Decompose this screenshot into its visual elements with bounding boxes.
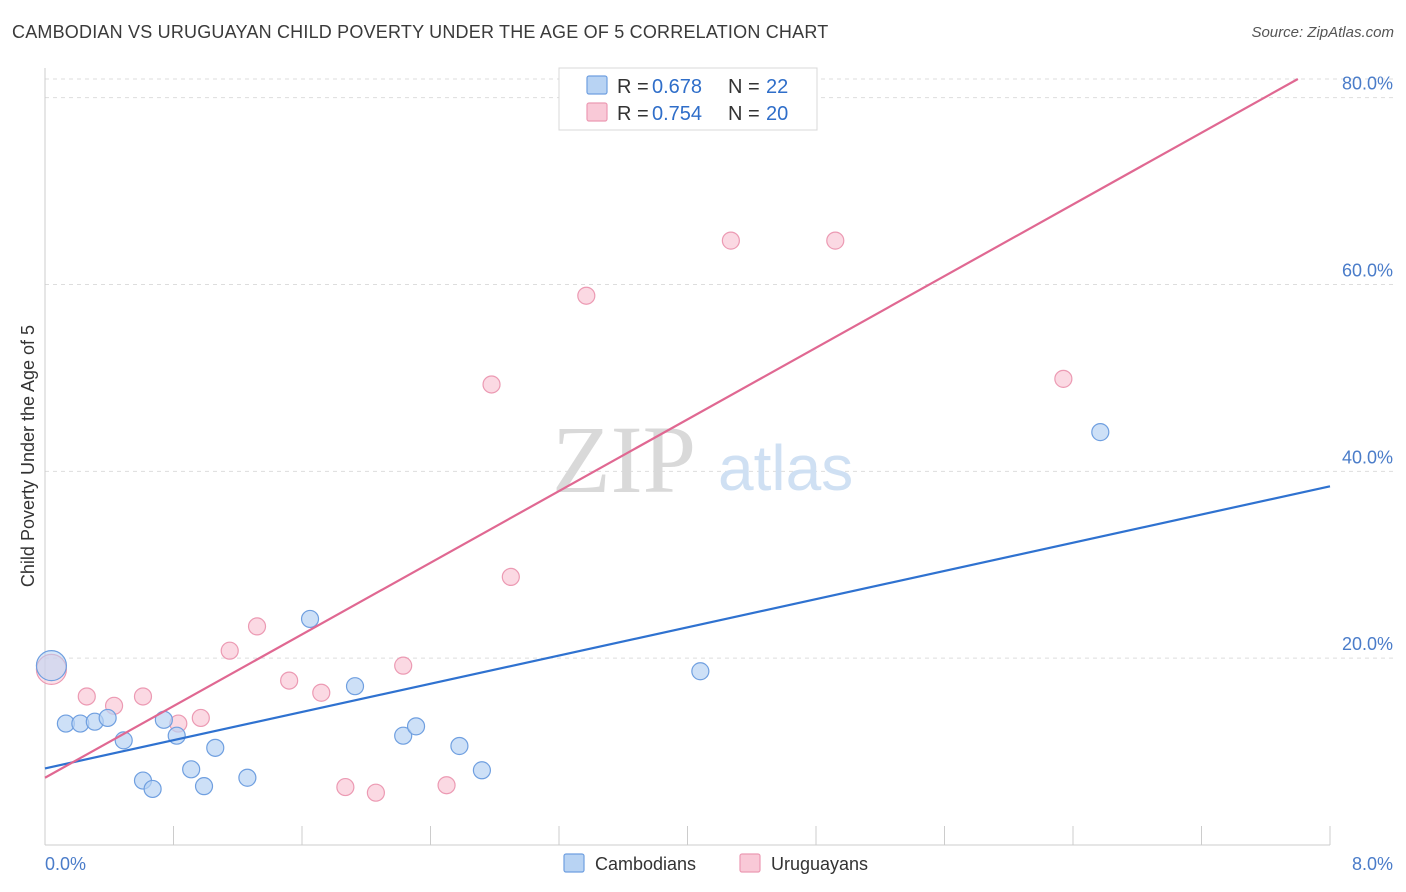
uruguayan-point <box>1054 369 1073 388</box>
x-tick-marks <box>44 826 1331 845</box>
uruguayan-point <box>826 231 845 250</box>
trend-lines <box>44 78 1331 779</box>
bottom-legend: Cambodians Uruguayans <box>563 853 868 874</box>
cambodian-point <box>300 609 320 629</box>
cambodian-point <box>450 736 469 756</box>
legend-swatch-cambodians <box>586 75 608 95</box>
source-attribution: Source: ZipAtlas.com <box>1251 24 1394 41</box>
y-tick-label: 80.0% <box>1342 74 1393 94</box>
legend-r-value-uruguayans: 0.754 <box>652 103 702 125</box>
cambodian-point <box>238 768 257 787</box>
legend-r-label-cambodians: R = <box>617 76 649 98</box>
watermark: ZIP atlas <box>552 406 853 513</box>
bottom-legend-label-cambodians: Cambodians <box>595 854 696 874</box>
cambodian-point <box>345 677 365 696</box>
legend-n-value-cambodians: 22 <box>766 76 788 98</box>
uruguayan-point <box>312 683 331 702</box>
bottom-legend-label-uruguayans: Uruguayans <box>771 854 868 874</box>
legend-r-value-cambodians: 0.678 <box>652 76 702 98</box>
cambodian-point <box>194 777 214 796</box>
cambodian-point <box>1091 423 1110 442</box>
x-tick-label-min: 0.0% <box>45 854 86 874</box>
bottom-legend-swatch-cambodians <box>563 853 585 873</box>
uruguayan-point <box>77 687 96 706</box>
uruguayan-point <box>191 708 210 728</box>
legend-n-label-uruguayans: N = <box>728 103 760 125</box>
y-tick-labels: 20.0% 40.0% 60.0% 80.0% <box>1342 74 1393 654</box>
legend-r-label-uruguayans: R = <box>617 103 649 125</box>
uruguayan-point <box>336 777 355 797</box>
uruguayan-point <box>220 641 239 660</box>
x-tick-label-max: 8.0% <box>1352 854 1393 874</box>
cambodian-point <box>206 738 225 757</box>
uruguayan-point <box>394 656 413 675</box>
y-tick-label: 40.0% <box>1342 447 1393 467</box>
cambodian-trend-line <box>44 485 1331 770</box>
cambodian-point <box>35 650 68 682</box>
uruguayan-point <box>482 375 501 394</box>
legend-n-label-cambodians: N = <box>728 76 760 98</box>
uruguayan-point <box>280 671 299 690</box>
cambodian-point <box>394 726 413 745</box>
cambodian-point <box>691 662 710 681</box>
uruguayan-point <box>366 783 385 802</box>
y-axis-label: Child Poverty Under the Age of 5 <box>18 325 38 587</box>
legend-n-value-uruguayans: 20 <box>766 103 788 125</box>
watermark-atlas: atlas <box>718 432 853 504</box>
data-points <box>35 231 1110 802</box>
uruguayan-trend-line <box>44 78 1299 779</box>
uruguayan-point <box>133 687 153 706</box>
watermark-zip: ZIP <box>552 406 696 513</box>
cambodian-point <box>472 761 491 780</box>
chart-title: CAMBODIAN VS URUGUAYAN CHILD POVERTY UND… <box>12 22 829 42</box>
bottom-legend-swatch-uruguayans <box>739 853 761 873</box>
uruguayan-point <box>501 567 520 587</box>
cambodian-point <box>143 779 162 799</box>
legend: R = 0.678 N = 22 R = 0.754 N = 20 <box>558 67 818 131</box>
uruguayan-point <box>721 231 740 250</box>
uruguayan-point <box>577 286 596 305</box>
grid-lines <box>45 78 1393 659</box>
cambodian-point <box>406 717 426 736</box>
uruguayan-point <box>437 776 456 795</box>
uruguayan-point <box>247 617 267 636</box>
y-tick-label: 20.0% <box>1342 634 1393 654</box>
y-tick-label: 60.0% <box>1342 261 1393 281</box>
cambodian-point <box>98 708 117 728</box>
legend-swatch-uruguayans <box>586 102 608 122</box>
cambodian-point <box>182 760 201 779</box>
